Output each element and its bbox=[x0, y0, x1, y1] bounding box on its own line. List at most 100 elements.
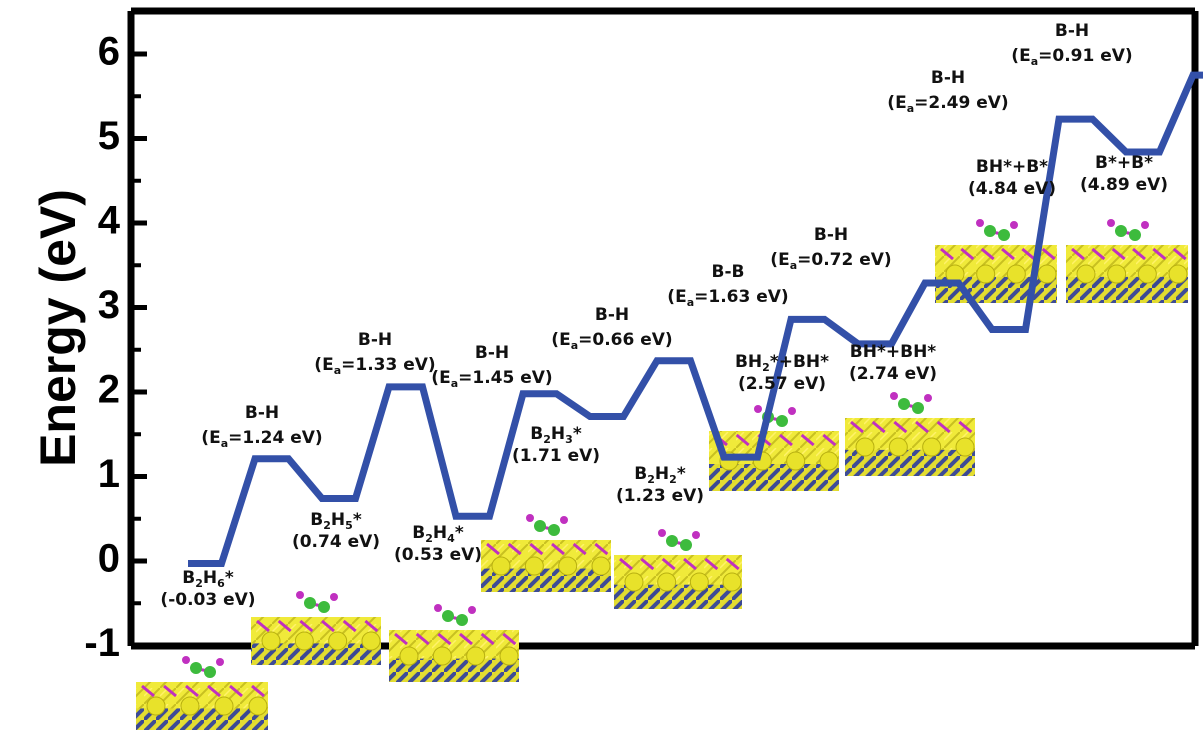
y-axis-label: Energy (eV) bbox=[30, 189, 86, 467]
surface-bond bbox=[529, 542, 544, 556]
surface-bond bbox=[735, 433, 750, 447]
label-segment: B*+B* bbox=[1095, 153, 1153, 173]
surface-atom bbox=[1137, 264, 1157, 284]
state-name-label: B2H4* bbox=[412, 523, 464, 545]
surface-bond bbox=[661, 557, 676, 571]
surface-bond bbox=[640, 557, 655, 571]
surface-bond bbox=[915, 420, 929, 434]
state-name-label: B2H6* bbox=[182, 568, 234, 590]
surface-slab-image bbox=[709, 405, 839, 491]
surface-bond bbox=[1041, 247, 1056, 261]
state-name-label: BH*+BH* bbox=[850, 342, 937, 362]
surface-bond bbox=[502, 632, 517, 646]
boron-atom bbox=[1115, 225, 1127, 237]
hydrogen-atom bbox=[976, 219, 984, 227]
surface-bond bbox=[1001, 247, 1015, 261]
subscript: 6 bbox=[217, 577, 225, 590]
boron-atom bbox=[1129, 229, 1141, 241]
hydrogen-atom bbox=[526, 514, 534, 522]
bond-type-label: B-H bbox=[931, 68, 965, 88]
surface-bond bbox=[364, 619, 379, 633]
activation-energy-label: (Ea=0.91 eV) bbox=[1011, 46, 1132, 68]
surface-bond bbox=[251, 684, 265, 698]
slab-substrate bbox=[389, 658, 519, 682]
hydrogen-atom bbox=[1141, 221, 1149, 229]
surface-atom bbox=[524, 556, 544, 576]
boron-atom bbox=[998, 229, 1010, 241]
surface-bond bbox=[277, 619, 292, 633]
y-tick-label: 1 bbox=[98, 452, 120, 496]
label-segment: =1.24 eV) bbox=[228, 428, 323, 448]
bond-type-label: B-H bbox=[475, 343, 509, 363]
hydrogen-atom bbox=[1107, 219, 1115, 227]
surface-atom bbox=[689, 572, 709, 592]
bond-type-label: B-H bbox=[245, 403, 279, 423]
activation-energy-label: (Ea=1.24 eV) bbox=[201, 428, 322, 450]
hydrogen-atom bbox=[182, 656, 190, 664]
surface-atom bbox=[1006, 264, 1026, 284]
hydrogen-atom bbox=[1010, 221, 1018, 229]
energy-path-line bbox=[188, 71, 1203, 568]
bond-type-label: B-H bbox=[595, 305, 629, 325]
activation-energy-label: (Ea=0.72 eV) bbox=[770, 250, 891, 272]
surface-atom bbox=[955, 437, 975, 457]
surface-bond bbox=[185, 684, 199, 698]
subscript: a bbox=[571, 339, 578, 352]
subscript: a bbox=[334, 364, 341, 377]
surface-bond bbox=[779, 433, 793, 447]
label-segment: =0.91 eV) bbox=[1038, 46, 1133, 66]
state-name-label: BH2*+BH* bbox=[735, 352, 829, 374]
boron-atom bbox=[666, 535, 678, 547]
label-segment: (E bbox=[1011, 46, 1030, 66]
state-name-label: BH*+B* bbox=[976, 157, 1048, 177]
boron-atom bbox=[190, 662, 202, 674]
surface-atom bbox=[214, 696, 234, 716]
hydrogen-atom bbox=[296, 591, 304, 599]
surface-slab-image bbox=[845, 392, 975, 476]
surface-atom bbox=[786, 451, 806, 471]
label-segment: B bbox=[182, 568, 195, 588]
label-segment: H bbox=[551, 424, 565, 444]
surface-bond bbox=[936, 420, 951, 434]
y-tick-label: 5 bbox=[98, 114, 120, 158]
surface-atom bbox=[294, 631, 314, 651]
bond-type-label: B-H bbox=[1055, 21, 1089, 41]
label-segment: * bbox=[455, 523, 464, 543]
surface-bond bbox=[459, 632, 473, 646]
surface-bond bbox=[342, 619, 357, 633]
surface-bond bbox=[871, 420, 886, 434]
label-segment: (E bbox=[314, 355, 333, 375]
state-energy-label: (2.57 eV) bbox=[738, 374, 826, 394]
surface-bond bbox=[1111, 247, 1126, 261]
activation-energy-label: (Ea=1.33 eV) bbox=[314, 355, 435, 377]
label-segment: * bbox=[677, 464, 686, 484]
surface-bond bbox=[141, 684, 155, 698]
label-segment: * bbox=[353, 510, 362, 530]
plot-frame bbox=[127, 7, 1199, 650]
surface-bond bbox=[415, 632, 430, 646]
state-name-label: B2H5* bbox=[310, 510, 362, 532]
surface-bond bbox=[1132, 247, 1146, 261]
subscript: 2 bbox=[762, 361, 770, 374]
surface-atom bbox=[180, 696, 200, 716]
bond-type-label: B-H bbox=[358, 330, 392, 350]
hydrogen-atom bbox=[692, 531, 700, 539]
surface-atom bbox=[248, 696, 268, 716]
subscript: 2 bbox=[647, 473, 655, 486]
surface-slab-image bbox=[136, 656, 268, 730]
label-segment: =0.72 eV) bbox=[797, 250, 892, 270]
state-energy-label: (4.89 eV) bbox=[1080, 175, 1168, 195]
surface-bond bbox=[394, 632, 408, 646]
subscript: a bbox=[221, 437, 228, 450]
surface-atom bbox=[146, 696, 166, 716]
surface-slab-image bbox=[251, 591, 381, 665]
label-segment: =1.63 eV) bbox=[694, 287, 789, 307]
hydrogen-atom bbox=[216, 658, 224, 666]
surface-bond bbox=[1172, 247, 1187, 261]
hydrogen-atom bbox=[924, 394, 932, 402]
subscript: 2 bbox=[323, 519, 331, 532]
surface-atom bbox=[432, 646, 452, 666]
surface-atom bbox=[1168, 264, 1188, 284]
label-segment: B bbox=[530, 424, 543, 444]
label-segment: BH*+BH* bbox=[850, 342, 937, 362]
